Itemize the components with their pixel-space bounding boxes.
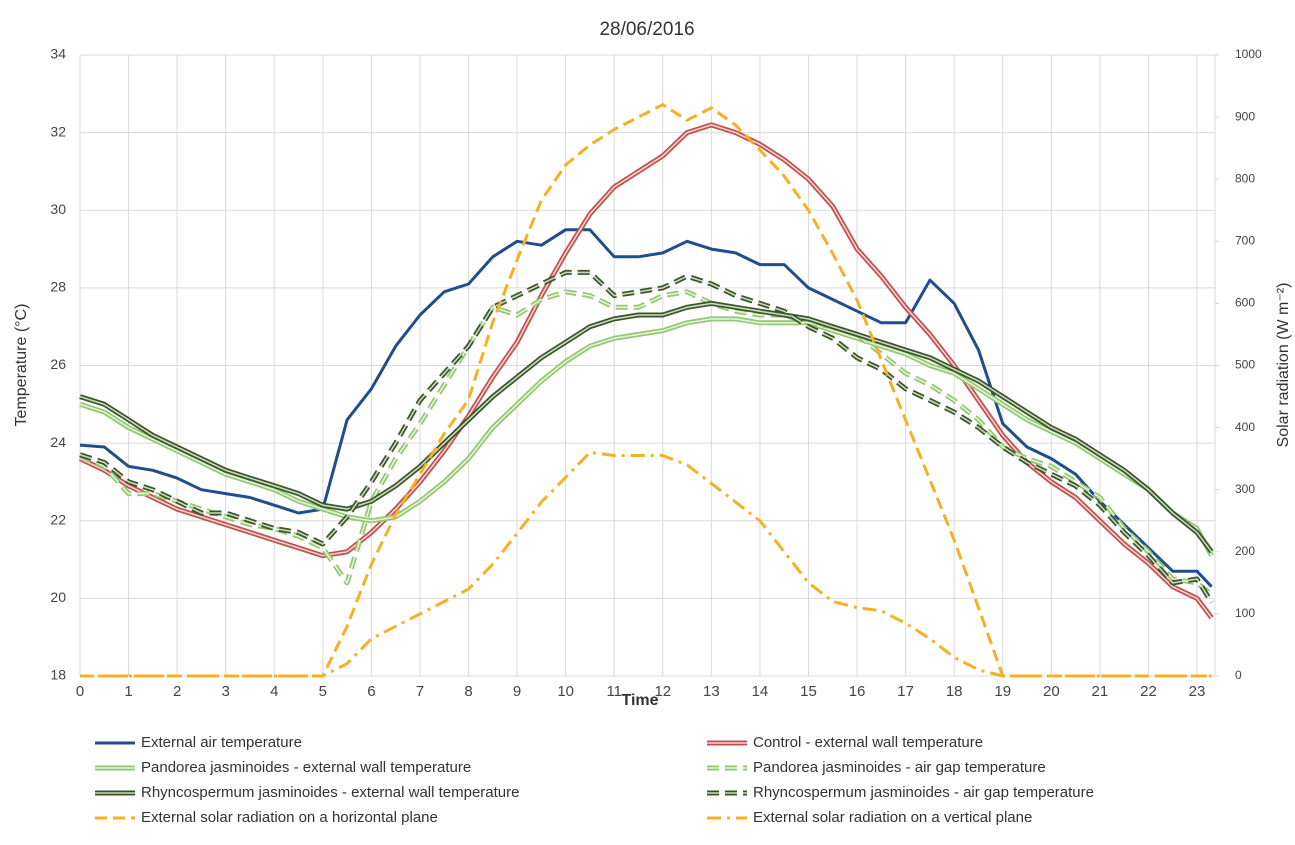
series-line — [80, 103, 1212, 678]
y-tick-label: 22 — [50, 511, 66, 527]
series-line-core — [79, 124, 1213, 619]
x-tick-label: 0 — [76, 683, 84, 700]
legend-label: External solar radiation on a horizontal… — [141, 809, 438, 826]
x-tick-label: 4 — [270, 683, 278, 700]
legend-label: Control - external wall temperature — [753, 734, 983, 751]
y-tick-label: 24 — [50, 434, 66, 450]
y-tick-label: 34 — [50, 46, 66, 62]
y2-tick-label: 400 — [1235, 420, 1255, 434]
legend-label: Pandorea jasminoides - external wall tem… — [141, 759, 471, 776]
x-tick-label: 23 — [1189, 683, 1206, 700]
y-tick-label: 26 — [50, 356, 66, 372]
y2-axis-label: Solar radiation (W m⁻²) — [1275, 283, 1292, 448]
x-tick-label: 13 — [703, 683, 720, 700]
x-tick-label: 14 — [752, 683, 769, 700]
x-tick-label: 6 — [367, 683, 375, 700]
x-tick-label: 3 — [222, 683, 230, 700]
y-axis-label: Temperature (°C) — [13, 304, 30, 427]
series-line-core — [79, 318, 1213, 557]
y-tick-label: 32 — [50, 123, 66, 139]
series-line — [79, 228, 1213, 588]
series-line-core — [79, 271, 1213, 603]
y2-tick-label: 0 — [1235, 668, 1242, 682]
x-tick-label: 17 — [897, 683, 914, 700]
y2-tick-label: 800 — [1235, 171, 1255, 185]
legend-label: Rhyncospermum jasminoides - air gap temp… — [753, 784, 1094, 801]
x-tick-label: 5 — [319, 683, 327, 700]
x-tick-label: 1 — [124, 683, 132, 700]
x-tick-label: 16 — [849, 683, 866, 700]
series-line-core — [79, 290, 1213, 596]
legend-label: External solar radiation on a vertical p… — [753, 809, 1032, 826]
x-tick-label: 9 — [513, 683, 521, 700]
y-tick-label: 30 — [50, 201, 66, 217]
legend-label: Pandorea jasminoides - air gap temperatu… — [753, 759, 1046, 776]
y2-tick-label: 600 — [1235, 296, 1255, 310]
x-tick-label: 22 — [1140, 683, 1157, 700]
x-tick-label: 8 — [464, 683, 472, 700]
legend-label: External air temperature — [141, 734, 302, 751]
x-tick-label: 7 — [416, 683, 424, 700]
x-tick-label: 19 — [994, 683, 1011, 700]
x-tick-label: 11 — [606, 683, 622, 700]
y2-tick-label: 200 — [1235, 544, 1255, 558]
y2-tick-label: 100 — [1235, 606, 1255, 620]
x-tick-label: 12 — [654, 683, 671, 700]
y2-tick-label: 700 — [1235, 233, 1255, 247]
y2-tick-label: 500 — [1235, 358, 1255, 372]
series-line — [79, 269, 1214, 604]
y2-tick-label: 900 — [1235, 109, 1255, 123]
x-tick-label: 20 — [1043, 683, 1060, 700]
x-tick-label: 15 — [800, 683, 817, 700]
series-line — [80, 450, 1212, 678]
x-tick-label: 18 — [946, 683, 963, 700]
series-line-core — [79, 302, 1213, 553]
y-tick-label: 18 — [50, 667, 66, 683]
x-tick-label: 10 — [557, 683, 574, 700]
x-tick-label: 2 — [173, 683, 181, 700]
y2-tick-label: 300 — [1235, 482, 1255, 496]
x-axis-label: Time — [621, 692, 658, 709]
chart-title: 28/06/2016 — [599, 19, 694, 40]
series-line — [78, 122, 1214, 620]
legend-label: Rhyncospermum jasminoides - external wal… — [141, 784, 520, 801]
x-tick-label: 21 — [1092, 683, 1109, 700]
y-tick-label: 28 — [50, 279, 66, 295]
y2-tick-label: 1000 — [1235, 47, 1262, 61]
y-tick-label: 20 — [50, 589, 66, 605]
